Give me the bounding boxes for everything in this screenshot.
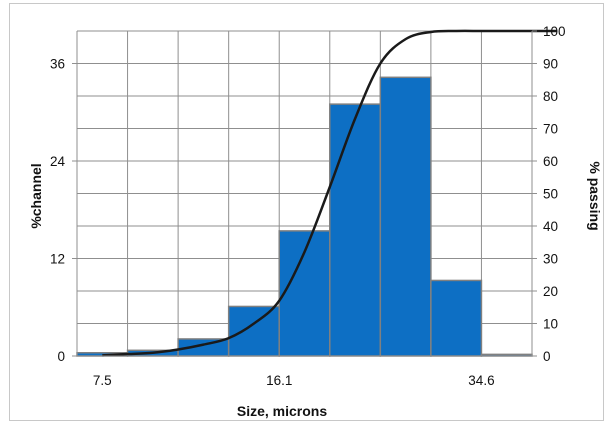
right-tick-label-60: 60 xyxy=(543,154,558,169)
right-tick-label-90: 90 xyxy=(543,57,558,72)
x-tick-label-1: 16.1 xyxy=(266,373,292,388)
right-tick-label-40: 40 xyxy=(543,219,558,234)
right-tick-label-10: 10 xyxy=(543,317,558,332)
right-tick-label-20: 20 xyxy=(543,284,558,299)
left-tick-label-12: 12 xyxy=(50,252,65,267)
x-axis-title: Size, microns xyxy=(237,403,327,419)
right-tick-label-100: 100 xyxy=(543,24,566,39)
tick-labels: 0 12 24 36 0 10 20 30 40 50 60 70 80 90 100 7.5 16.1 34.6 xyxy=(50,24,566,388)
left-tick-label-0: 0 xyxy=(57,349,65,364)
right-axis-title: % passing xyxy=(587,161,603,230)
bar-5 xyxy=(329,103,382,357)
axes xyxy=(72,30,537,357)
right-tick-label-80: 80 xyxy=(543,89,558,104)
left-tick-label-24: 24 xyxy=(50,154,66,169)
left-axis-title: %channel xyxy=(28,163,44,228)
cumulative-passing-line xyxy=(102,29,558,357)
x-tick-label-2: 34.6 xyxy=(468,373,494,388)
histogram-bars xyxy=(76,76,533,357)
left-tick-label-36: 36 xyxy=(50,57,65,72)
cumulative-curve xyxy=(102,29,558,357)
x-tick-label-0: 7.5 xyxy=(93,373,112,388)
bar-7 xyxy=(430,279,483,357)
right-tick-label-50: 50 xyxy=(543,187,558,202)
right-tick-label-0: 0 xyxy=(543,349,551,364)
bar-3 xyxy=(227,305,280,357)
right-tick-label-30: 30 xyxy=(543,252,558,267)
bar-6 xyxy=(379,76,432,357)
right-tick-label-70: 70 xyxy=(543,122,558,137)
